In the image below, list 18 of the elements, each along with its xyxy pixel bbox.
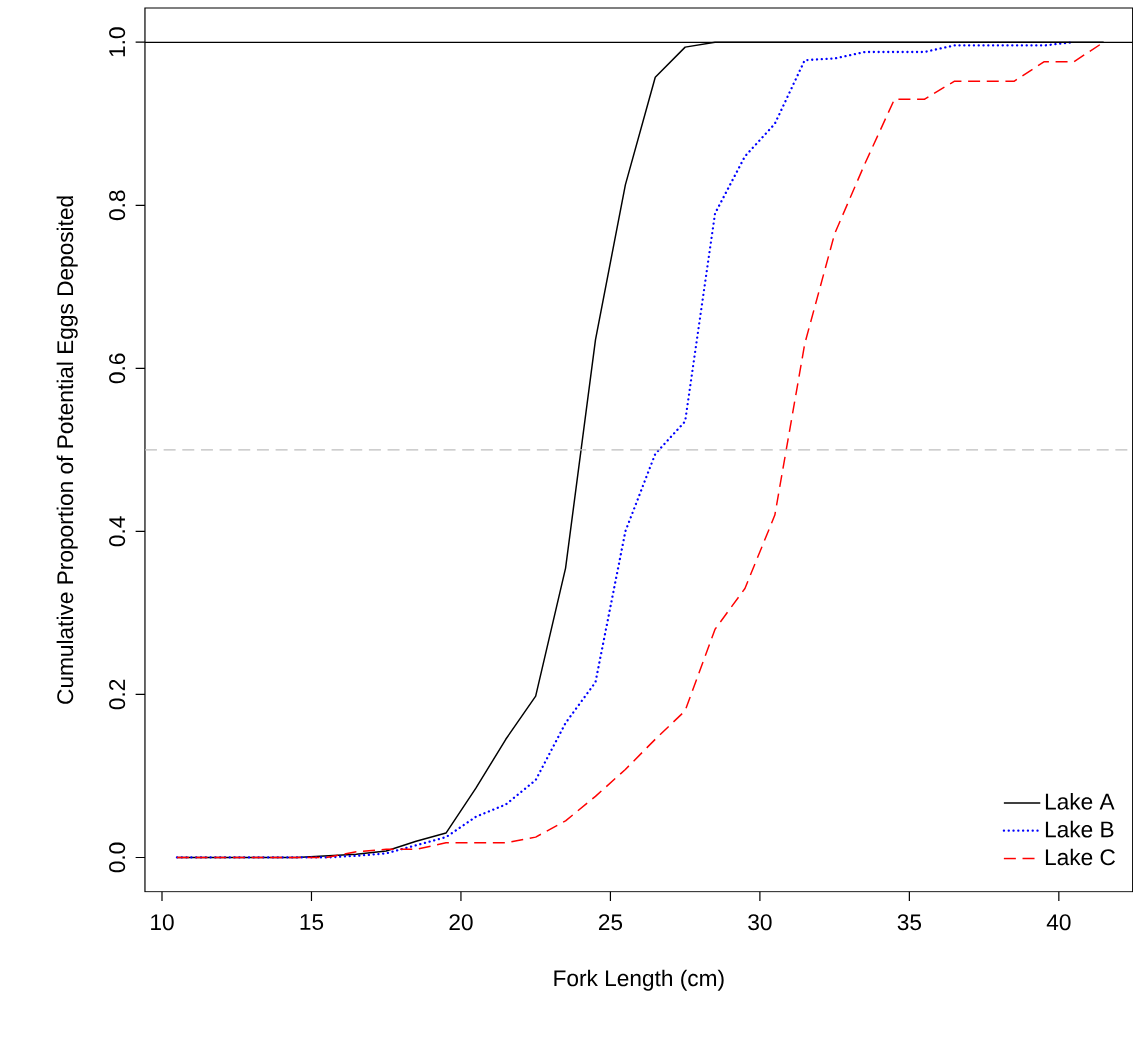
x-tick-label: 35 — [897, 914, 922, 931]
x-axis-title: Fork Length (cm) — [554, 969, 724, 991]
x-tick-label: 30 — [748, 914, 772, 931]
y-axis-title: Cumulative Proportion of Potential Eggs Deposited — [56, 196, 78, 704]
x-tick-label: 40 — [1046, 914, 1071, 931]
y-tick-label: 1.0 — [109, 27, 126, 57]
y-tick-label: 0.8 — [109, 190, 126, 221]
x-tick-label: 15 — [300, 914, 324, 931]
legend-label: Lake A — [1045, 793, 1115, 810]
y-tick-label: 0.0 — [109, 842, 126, 873]
x-tick-label: 10 — [151, 914, 174, 931]
x-tick-label: 25 — [598, 914, 623, 931]
x-tick-label: 20 — [449, 914, 473, 931]
legend-label: Lake B — [1045, 820, 1114, 838]
y-tick-label: 0.4 — [109, 516, 126, 547]
y-tick-label: 0.2 — [109, 679, 126, 710]
legend-label: Lake C — [1045, 848, 1115, 866]
y-tick-label: 0.6 — [109, 353, 126, 384]
